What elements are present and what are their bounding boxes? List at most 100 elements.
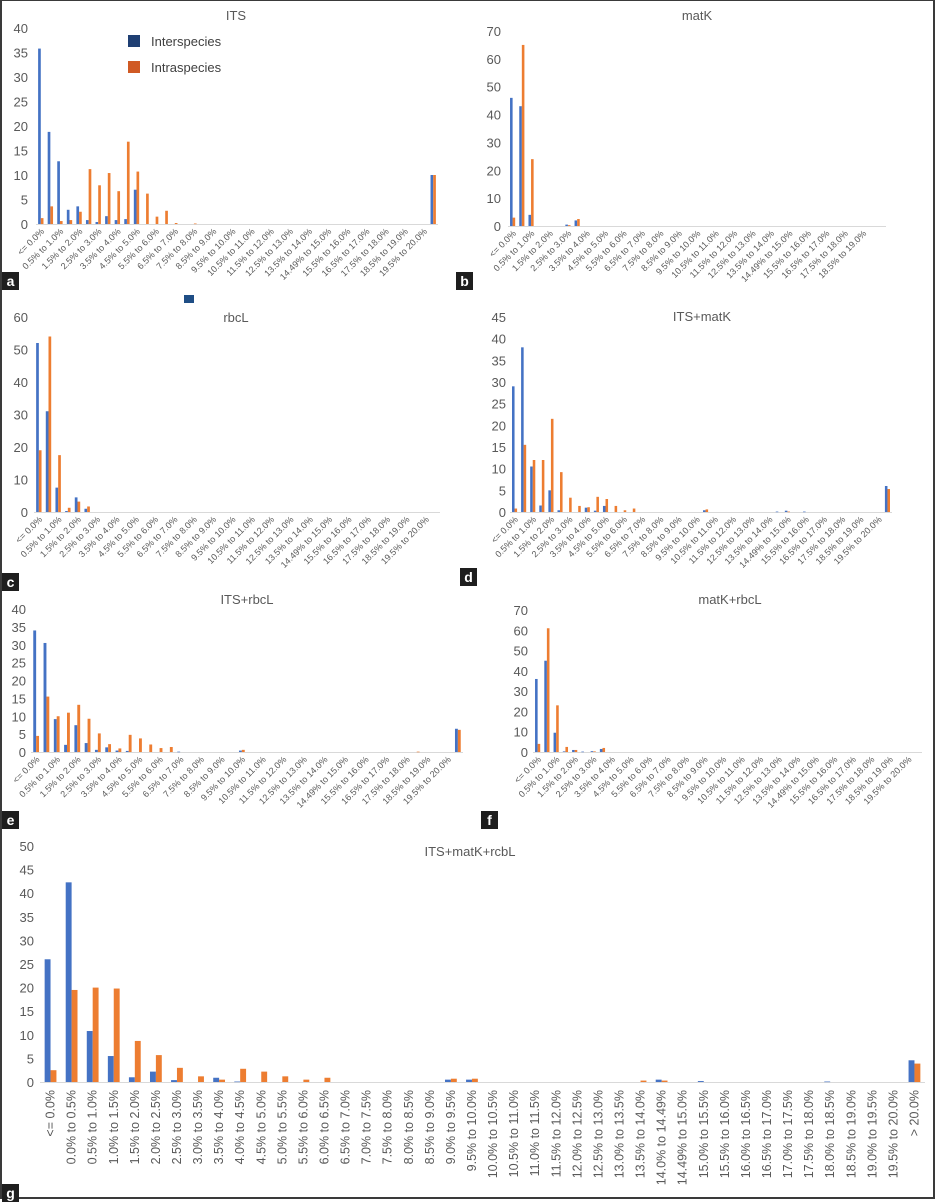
bar-intraspecies — [787, 511, 790, 513]
x-tick-label: 16.5% to 17.0% — [760, 1090, 774, 1178]
panel-label-a: a — [2, 272, 19, 290]
bar-interspecies — [530, 466, 533, 512]
panel-label-c: c — [2, 573, 19, 591]
bar-intraspecies — [578, 505, 581, 512]
bar-intraspecies — [97, 733, 101, 752]
bar-intraspecies — [139, 738, 142, 752]
bar-intraspecies — [537, 743, 541, 752]
bar-intraspecies — [128, 734, 132, 752]
y-tick-label: 5 — [21, 193, 28, 208]
bar-intraspecies — [240, 1068, 247, 1082]
chart-g: ITS+matK+rcbL 0 5 10 15 20 25 30 35 40 45 50 <= 0.0%… — [20, 839, 925, 1185]
x-tick-label: 3.0% to 3.5% — [191, 1090, 205, 1164]
bar-interspecies — [84, 743, 88, 752]
x-tick-label: 11.0% to 11.5% — [528, 1090, 542, 1176]
y-tick-label: 45 — [492, 310, 506, 325]
y-tick-label: 10 — [14, 168, 28, 183]
panel-label-f: f — [481, 811, 498, 829]
y-tick-label: 25 — [492, 397, 506, 412]
bar-intraspecies — [155, 1055, 162, 1082]
y-tick-label: 40 — [20, 886, 34, 901]
x-tick-label: 0.0% to 0.5% — [65, 1090, 79, 1164]
bar-intraspecies — [303, 1079, 310, 1082]
bar-intraspecies — [705, 509, 709, 512]
bar-interspecies — [213, 1077, 220, 1082]
bar-intraspecies — [169, 747, 173, 752]
x-tick-label: 9.5% to 10.0% — [465, 1090, 479, 1171]
bar-intraspecies — [98, 185, 101, 224]
y-tick-label: 30 — [14, 70, 28, 85]
chart-title: matK+rbcL — [698, 592, 761, 607]
panel-label-g: g — [2, 1184, 19, 1202]
x-tick-label: 19.5% to 20.0% — [886, 1090, 900, 1178]
bar-intraspecies — [79, 211, 82, 224]
y-tick-label: 50 — [20, 839, 34, 854]
legend-swatch-interspecies — [128, 35, 140, 47]
bar-intraspecies — [914, 1063, 921, 1082]
bar-intraspecies — [88, 169, 92, 224]
bar-interspecies — [45, 411, 49, 512]
bar-intraspecies — [69, 220, 73, 224]
y-tick-label: 50 — [514, 644, 528, 659]
bar-intraspecies — [126, 141, 130, 224]
panel-label-b: b — [456, 272, 473, 290]
y-tick-label: 40 — [12, 602, 26, 617]
panel-e-its-rbcl: ITS+rbcL 0 5 10 15 20 25 30 35 40 <= 0.0% 0.5% to 1… — [0, 580, 470, 830]
y-tick-label: 15 — [12, 691, 26, 706]
y-tick-label: 70 — [514, 603, 528, 618]
bar-intraspecies — [165, 210, 168, 224]
y-tick-label: 20 — [487, 163, 501, 178]
bar-interspecies — [557, 510, 561, 512]
bar-interspecies — [65, 882, 72, 1082]
chart-title: ITS+matK — [673, 309, 731, 324]
bar-intraspecies — [457, 729, 461, 752]
bar-interspecies — [553, 732, 557, 752]
bar-interspecies — [466, 1079, 472, 1082]
bar-interspecies — [565, 224, 568, 226]
x-tick-label: <= 0.0% — [44, 1090, 58, 1137]
x-tick-label: 2.5% to 3.0% — [170, 1090, 184, 1164]
bar-intraspecies — [108, 744, 112, 752]
bar-intraspecies — [569, 497, 572, 512]
y-tick-label: 45 — [20, 863, 34, 878]
bar-intraspecies — [632, 508, 636, 512]
bar-interspecies — [115, 750, 119, 752]
bar-intraspecies — [887, 489, 890, 512]
bar-interspecies — [602, 505, 606, 512]
bar-interspecies — [803, 511, 806, 513]
x-tick-label: 8.0% to 8.5% — [402, 1090, 416, 1164]
bar-intraspecies — [587, 507, 590, 512]
panel-label-e: e — [2, 811, 19, 829]
bar-interspecies — [38, 48, 41, 224]
bar-interspecies — [544, 660, 547, 752]
bar-interspecies — [36, 343, 39, 512]
x-tick-label: 10.5% to 11.0% — [507, 1090, 521, 1177]
bar-intraspecies — [512, 217, 516, 226]
bar-intraspecies — [241, 749, 245, 752]
x-tick-label: 14.49% to 15.0% — [676, 1090, 690, 1185]
bar-intraspecies — [556, 705, 559, 752]
bar-interspecies — [590, 751, 594, 752]
y-tick-label: 0 — [521, 745, 528, 760]
panel-d-its-matk: ITS+matK 0 5 10 15 20 25 30 35 40 45 <= 0.0% 0.5% to… — [470, 290, 935, 580]
panel-c-rbcl: rbcL 0 10 20 30 40 50 60 <= 0.0% 0.5% to 1.0% 1.5%… — [0, 290, 470, 580]
bar-interspecies — [114, 220, 118, 224]
y-tick-label: 0 — [494, 219, 501, 234]
bar-intraspecies — [198, 1076, 204, 1082]
x-tick-label: 14.0% to 14.49% — [655, 1090, 669, 1185]
x-tick-label: 8.5% to 9.0% — [423, 1090, 437, 1164]
bar-interspecies — [884, 486, 888, 512]
bar-intraspecies — [577, 219, 580, 226]
bar-interspecies — [105, 747, 109, 752]
bar-intraspecies — [77, 704, 81, 752]
bar-interspecies — [512, 386, 515, 512]
bar-intraspecies — [50, 1070, 57, 1082]
y-tick-label: 40 — [514, 664, 528, 679]
x-tick-label: 4.5% to 5.0% — [254, 1090, 268, 1164]
bar-intraspecies — [605, 499, 609, 512]
bar-intraspecies — [523, 444, 527, 512]
